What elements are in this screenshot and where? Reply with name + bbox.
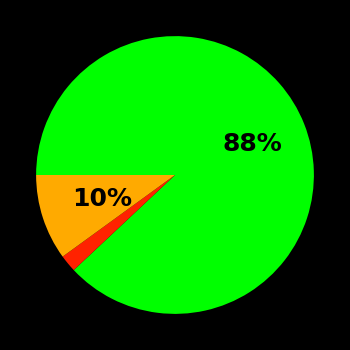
Text: 88%: 88%	[223, 132, 282, 156]
Wedge shape	[36, 36, 314, 314]
Text: 10%: 10%	[72, 187, 132, 211]
Wedge shape	[63, 175, 175, 270]
Wedge shape	[36, 175, 175, 257]
